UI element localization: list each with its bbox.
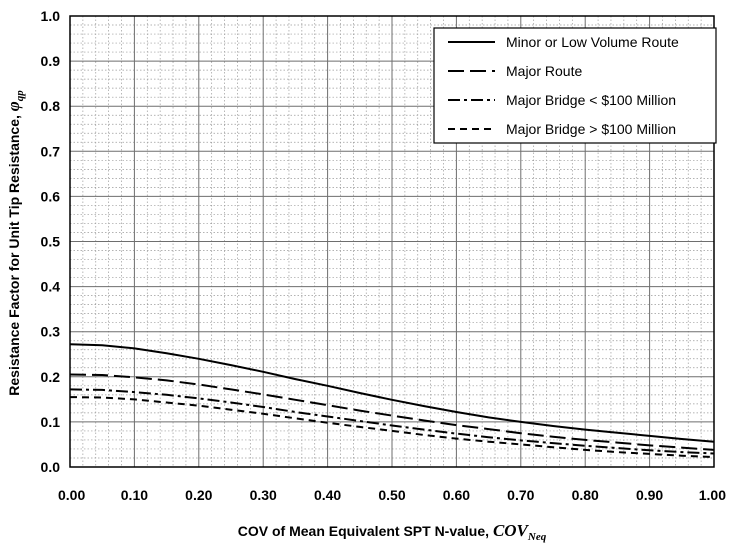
y-tick-label: 0.7 [41, 143, 61, 159]
x-tick-label: 0.00 [58, 487, 85, 503]
x-tick-label: 0.60 [443, 487, 470, 503]
plot-frame [69, 15, 715, 468]
y-tick-label: 0.3 [41, 324, 61, 340]
legend-label: Major Bridge < $100 Million [506, 92, 676, 108]
x-tick-label: 0.50 [378, 487, 405, 503]
legend-box [433, 27, 717, 144]
y-tick-label: 0.5 [41, 234, 61, 250]
x-tick-label: 0.90 [636, 487, 663, 503]
y-tick-label: 0.4 [41, 279, 61, 295]
y-axis-ticks: 0.0 0.1 0.2 0.3 0.4 0.5 0.6 0.7 0.8 0.9 1.0 [41, 8, 61, 475]
x-tick-label: 0.10 [121, 487, 148, 503]
x-tick-label: 0.20 [185, 487, 212, 503]
series-bridge-under-100m-line [69, 388, 715, 455]
y-tick-label: 0.6 [41, 188, 61, 204]
x-tick-label: 1.00 [699, 487, 726, 503]
x-tick-label: 0.40 [314, 487, 341, 503]
legend: Minor or Low Volume Route Major Route Ma… [433, 27, 717, 144]
legend-item: Major Route [448, 63, 582, 79]
y-tick-label: 0.2 [41, 369, 61, 385]
x-axis-title: COV of Mean Equivalent SPT N-value, COVN… [238, 521, 547, 543]
series-layer [69, 343, 715, 459]
y-tick-label: 0.1 [41, 414, 61, 430]
legend-item: Major Bridge < $100 Million [448, 92, 676, 108]
x-tick-label: 0.70 [507, 487, 534, 503]
series-major-route-line [69, 373, 715, 451]
legend-label: Major Route [506, 63, 582, 79]
series-bridge-over-100m-line [69, 396, 715, 459]
legend-item: Minor or Low Volume Route [448, 34, 679, 50]
legend-label: Major Bridge > $100 Million [506, 121, 676, 137]
x-tick-label: 0.80 [572, 487, 599, 503]
legend-item: Major Bridge > $100 Million [448, 121, 676, 137]
y-tick-label: 0.8 [41, 98, 61, 114]
y-tick-label: 1.0 [41, 8, 61, 24]
y-tick-label: 0.0 [41, 459, 61, 475]
legend-label: Minor or Low Volume Route [506, 34, 679, 50]
x-axis-ticks: 0.00 0.10 0.20 0.30 0.40 0.50 0.60 0.70 0.80 0.90… [58, 487, 726, 503]
series-minor-route-line [69, 343, 715, 443]
x-tick-label: 0.30 [250, 487, 277, 503]
y-axis-title: Resistance Factor for Unit Tip Resistanc… [4, 90, 26, 396]
y-tick-label: 0.9 [41, 53, 61, 69]
